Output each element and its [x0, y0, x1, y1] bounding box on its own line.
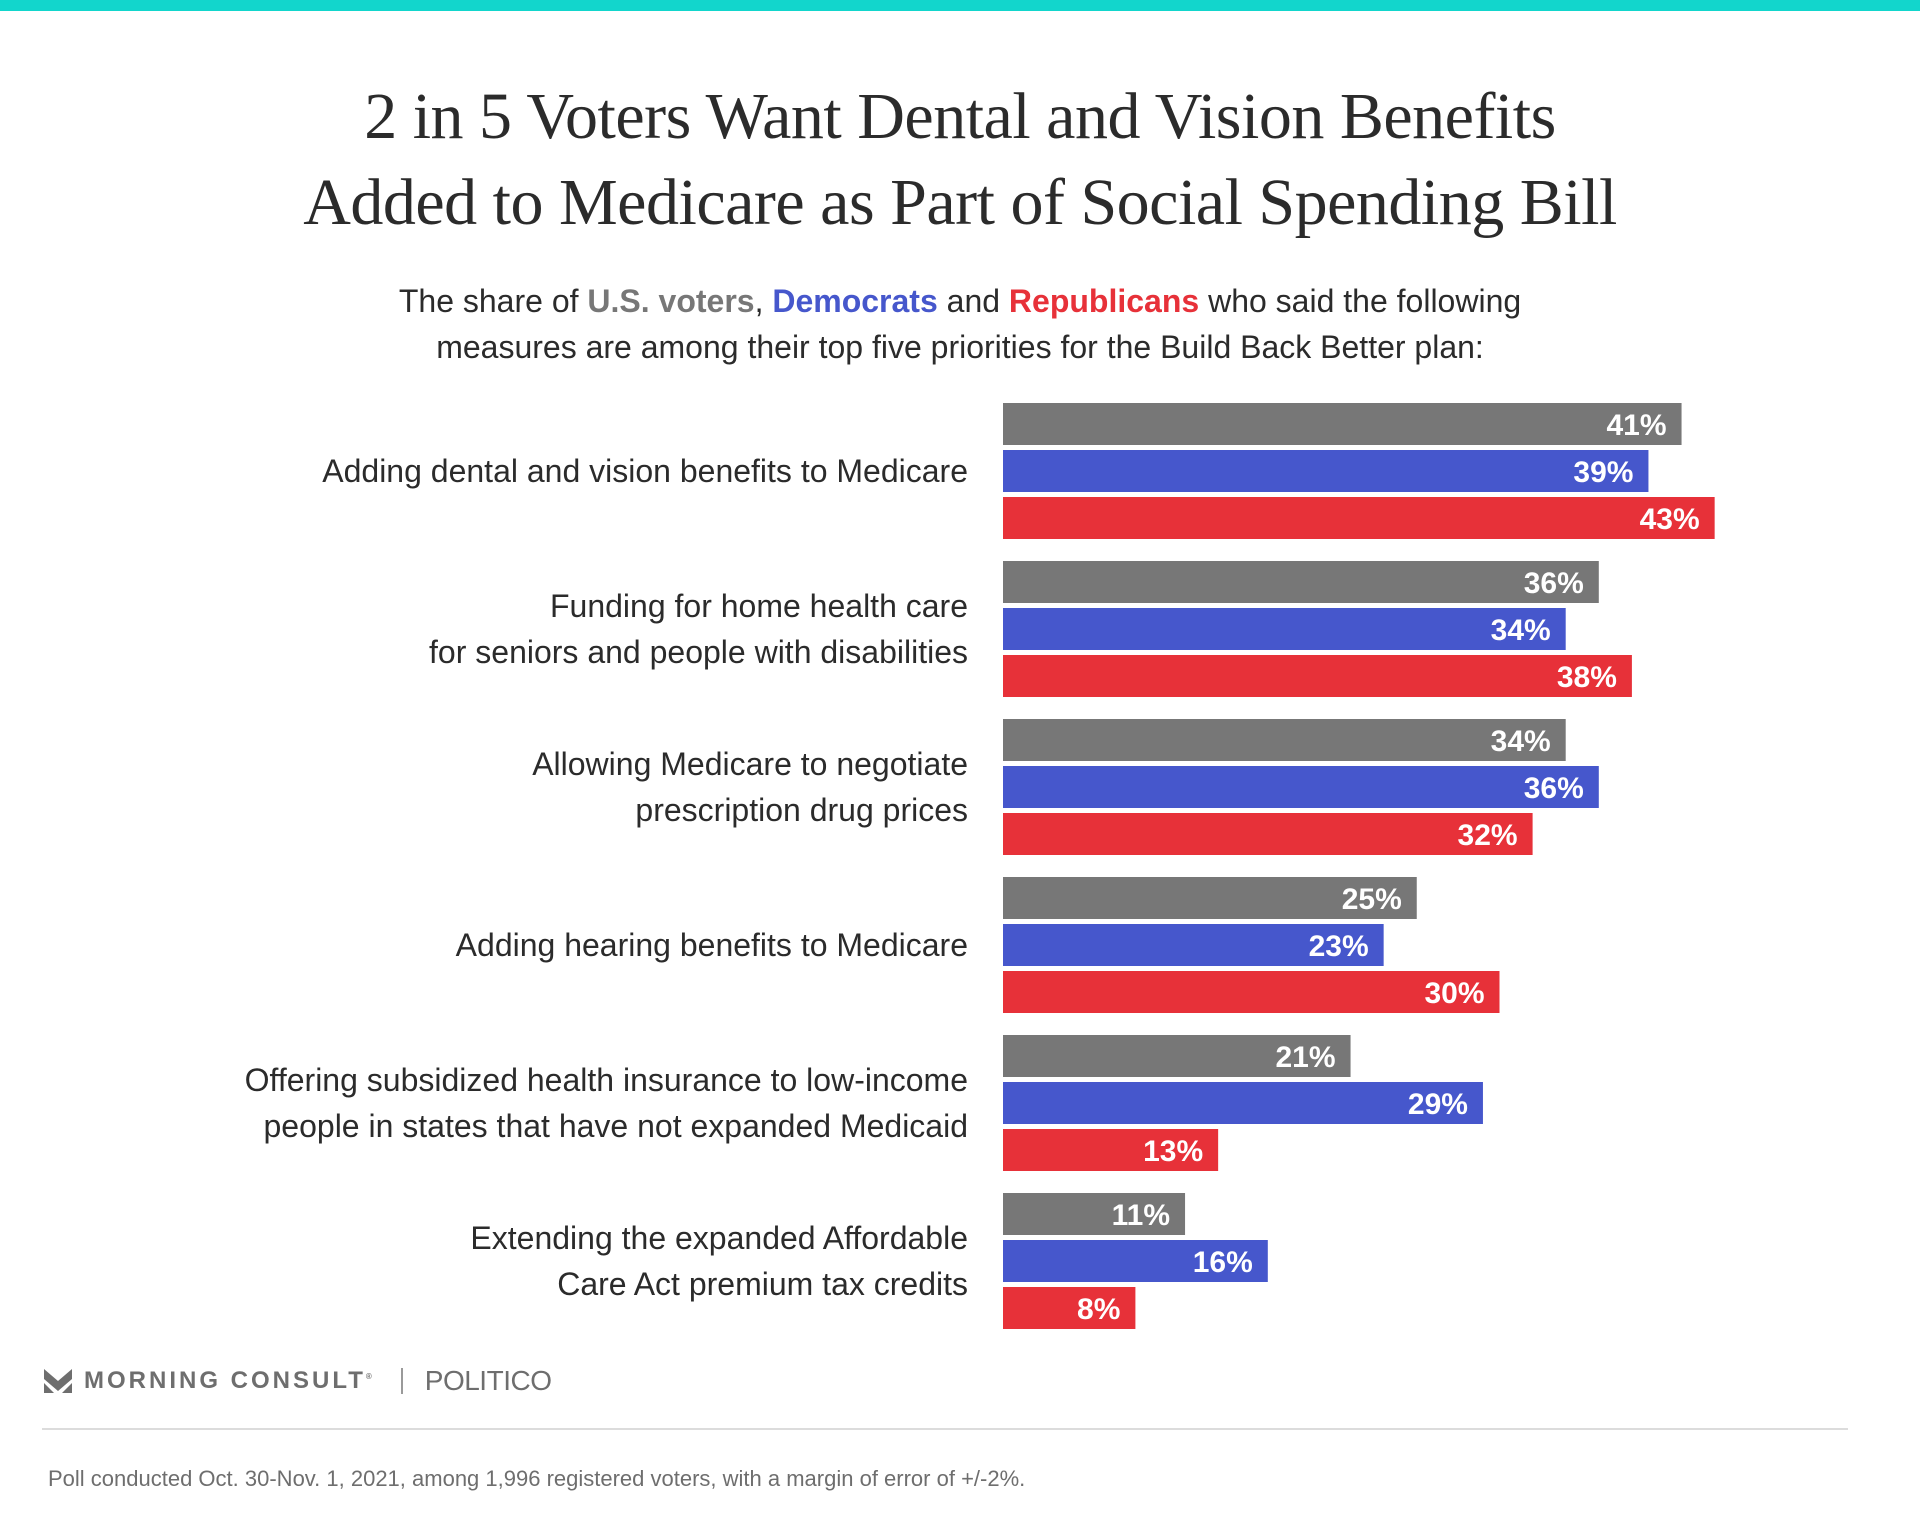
- category-label: Funding for home health care: [550, 588, 968, 624]
- category-group: Extending the expanded Affordable Care Ac…: [470, 1193, 1268, 1329]
- bar-chart: Adding dental and vision benefits to Med…: [245, 403, 1715, 1329]
- legend-us-voters: U.S. voters: [587, 283, 755, 319]
- category-group: Offering subsidized health insurance to …: [245, 1035, 1483, 1171]
- bar-value-label: 34%: [1491, 614, 1551, 647]
- category-label: people in states that have not expanded …: [264, 1108, 969, 1144]
- bar-u-s-voters: [1003, 1035, 1351, 1077]
- bar-democrats: [1003, 766, 1599, 808]
- category-label: Allowing Medicare to negotiate: [532, 746, 968, 782]
- category-group: Adding dental and vision benefits to Med…: [322, 403, 1715, 539]
- chart-subtitle: The share of U.S. voters, Democrats and …: [0, 278, 1920, 370]
- category-label: prescription drug prices: [635, 792, 968, 828]
- bar-u-s-voters: [1003, 403, 1682, 445]
- bar-democrats: [1003, 1082, 1483, 1124]
- bar-value-label: 25%: [1342, 883, 1402, 916]
- bar-value-label: 16%: [1193, 1246, 1253, 1279]
- legend-democrats: Democrats: [772, 283, 938, 319]
- subtitle-and: and: [937, 283, 1009, 319]
- subtitle-line-2: measures are among their top five priori…: [436, 329, 1484, 365]
- category-label: Extending the expanded Affordable: [470, 1220, 968, 1256]
- brand-text: MORNING CONSULT: [84, 1367, 366, 1394]
- bar-value-label: 8%: [1077, 1293, 1120, 1326]
- bar-u-s-voters: [1003, 877, 1417, 919]
- subtitle-comma: ,: [754, 283, 773, 319]
- bar-republicans: [1003, 1129, 1219, 1171]
- chart-title: 2 in 5 Voters Want Dental and Vision Ben…: [0, 74, 1920, 246]
- footer-divider: [42, 1428, 1848, 1430]
- bar-value-label: 13%: [1143, 1135, 1203, 1168]
- bar-value-label: 38%: [1557, 661, 1617, 694]
- bar-republicans: [1003, 971, 1500, 1013]
- category-label: Adding hearing benefits to Medicare: [456, 927, 968, 963]
- category-label: Offering subsidized health insurance to …: [245, 1062, 968, 1098]
- category-label: for seniors and people with disabilities: [429, 634, 968, 670]
- registered-mark: ®: [365, 1372, 375, 1381]
- bar-value-label: 34%: [1491, 725, 1551, 758]
- bar-value-label: 36%: [1524, 567, 1584, 600]
- bar-u-s-voters: [1003, 1193, 1186, 1235]
- title-line-1: 2 in 5 Voters Want Dental and Vision Ben…: [364, 80, 1556, 153]
- category-label: Adding dental and vision benefits to Med…: [322, 453, 968, 489]
- bar-u-s-voters: [1003, 561, 1599, 603]
- bar-value-label: 41%: [1607, 409, 1667, 442]
- bar-republicans: [1003, 1287, 1136, 1329]
- bar-republicans: [1003, 655, 1632, 697]
- bar-value-label: 36%: [1524, 772, 1584, 805]
- title-line-2: Added to Medicare as Part of Social Spen…: [303, 166, 1617, 239]
- politico-brand: POLITICO: [424, 1365, 552, 1396]
- morning-consult-brand: MORNING CONSULT®: [84, 1367, 375, 1395]
- subtitle-post: who said the following: [1199, 283, 1522, 319]
- category-group: Allowing Medicare to negotiate prescripti…: [532, 719, 1599, 855]
- bar-value-label: 39%: [1573, 456, 1633, 489]
- category-group: Funding for home health care for seniors …: [429, 561, 1632, 697]
- bar-value-label: 32%: [1458, 819, 1518, 852]
- logo-separator: [400, 1368, 403, 1394]
- bar-republicans: [1003, 813, 1533, 855]
- morning-consult-logo-icon: [44, 1369, 72, 1393]
- subtitle-pre: The share of: [398, 283, 588, 319]
- bar-democrats: [1003, 924, 1384, 966]
- legend-republicans: Republicans: [1008, 283, 1200, 319]
- bar-democrats: [1003, 1240, 1268, 1282]
- bar-value-label: 11%: [1112, 1199, 1170, 1232]
- subtitle-line-1: The share of U.S. voters, Democrats and …: [0, 278, 1920, 324]
- bar-republicans: [1003, 497, 1715, 539]
- poll-footnote: Poll conducted Oct. 30-Nov. 1, 2021, amo…: [48, 1466, 1026, 1491]
- bar-democrats: [1003, 608, 1566, 650]
- top-accent-bar: [0, 0, 1920, 11]
- bar-value-label: 30%: [1424, 977, 1484, 1010]
- bar-value-label: 21%: [1276, 1041, 1336, 1074]
- bar-value-label: 29%: [1408, 1088, 1468, 1121]
- category-label: Care Act premium tax credits: [557, 1266, 968, 1302]
- bar-u-s-voters: [1003, 719, 1566, 761]
- bar-democrats: [1003, 450, 1649, 492]
- category-group: Adding hearing benefits to Medicare 25% 23…: [456, 877, 1500, 1013]
- footer-logos: MORNING CONSULT® POLITICO: [44, 1364, 552, 1398]
- bar-value-label: 23%: [1309, 930, 1369, 963]
- bar-value-label: 43%: [1640, 503, 1700, 536]
